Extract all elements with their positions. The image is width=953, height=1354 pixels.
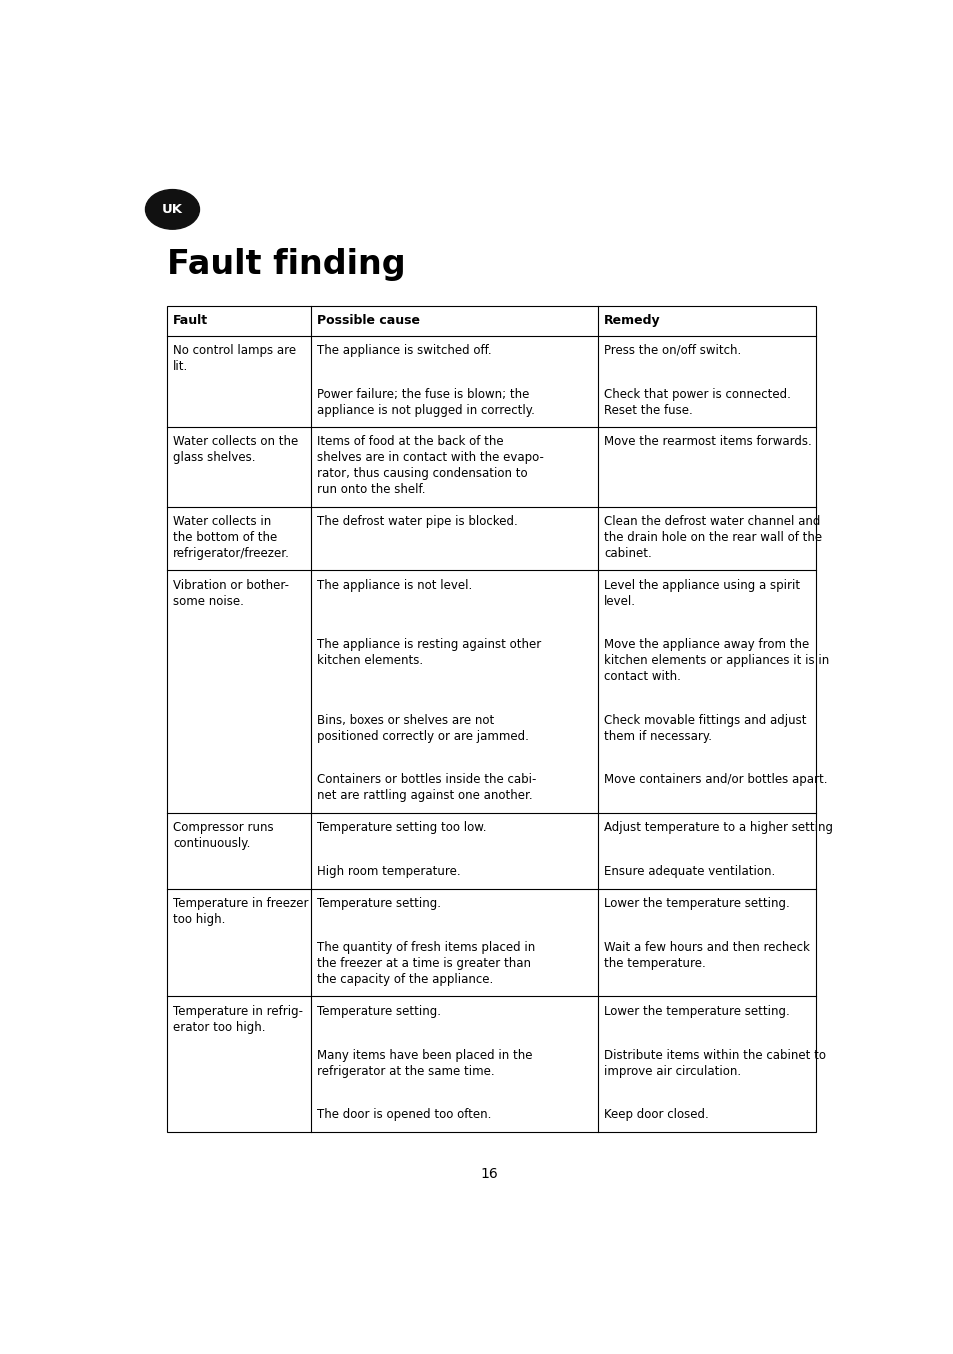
- Text: Containers or bottles inside the cabi-
net are rattling against one another.: Containers or bottles inside the cabi- n…: [317, 773, 537, 803]
- Text: Compressor runs
continuously.: Compressor runs continuously.: [173, 821, 274, 850]
- Text: Clean the defrost water channel and
the drain hole on the rear wall of the
cabin: Clean the defrost water channel and the …: [603, 515, 821, 561]
- Text: Adjust temperature to a higher setting: Adjust temperature to a higher setting: [603, 821, 832, 834]
- Text: Press the on/off switch.: Press the on/off switch.: [603, 344, 740, 356]
- Text: Vibration or bother-
some noise.: Vibration or bother- some noise.: [173, 578, 289, 608]
- Text: Items of food at the back of the
shelves are in contact with the evapo-
rator, t: Items of food at the back of the shelves…: [317, 436, 544, 497]
- Ellipse shape: [146, 190, 199, 229]
- Text: Move the appliance away from the
kitchen elements or appliances it is in
contact: Move the appliance away from the kitchen…: [603, 638, 829, 684]
- Text: High room temperature.: High room temperature.: [317, 865, 460, 877]
- Text: Ensure adequate ventilation.: Ensure adequate ventilation.: [603, 865, 775, 877]
- Text: Fault: Fault: [173, 314, 208, 328]
- Text: Fault finding: Fault finding: [167, 248, 406, 282]
- Text: Distribute items within the cabinet to
improve air circulation.: Distribute items within the cabinet to i…: [603, 1048, 825, 1078]
- Text: Water collects in
the bottom of the
refrigerator/freezer.: Water collects in the bottom of the refr…: [173, 515, 290, 561]
- Text: Temperature setting.: Temperature setting.: [317, 898, 441, 910]
- Text: Remedy: Remedy: [603, 314, 660, 328]
- Text: Check movable fittings and adjust
them if necessary.: Check movable fittings and adjust them i…: [603, 714, 806, 742]
- Text: Lower the temperature setting.: Lower the temperature setting.: [603, 898, 789, 910]
- Text: Many items have been placed in the
refrigerator at the same time.: Many items have been placed in the refri…: [317, 1048, 533, 1078]
- Text: Temperature setting too low.: Temperature setting too low.: [317, 821, 486, 834]
- Text: Move containers and/or bottles apart.: Move containers and/or bottles apart.: [603, 773, 827, 787]
- Text: The appliance is not level.: The appliance is not level.: [317, 578, 472, 592]
- Text: Lower the temperature setting.: Lower the temperature setting.: [603, 1005, 789, 1018]
- Text: Water collects on the
glass shelves.: Water collects on the glass shelves.: [173, 436, 298, 464]
- Text: Move the rearmost items forwards.: Move the rearmost items forwards.: [603, 436, 811, 448]
- Text: No control lamps are
lit.: No control lamps are lit.: [173, 344, 296, 372]
- Text: UK: UK: [162, 203, 183, 215]
- Text: Keep door closed.: Keep door closed.: [603, 1108, 708, 1121]
- Text: The defrost water pipe is blocked.: The defrost water pipe is blocked.: [317, 515, 517, 528]
- Text: Temperature in freezer
too high.: Temperature in freezer too high.: [173, 898, 309, 926]
- Text: 16: 16: [479, 1167, 497, 1181]
- Text: The appliance is switched off.: The appliance is switched off.: [317, 344, 492, 356]
- Text: The quantity of fresh items placed in
the freezer at a time is greater than
the : The quantity of fresh items placed in th…: [317, 941, 535, 986]
- Text: Wait a few hours and then recheck
the temperature.: Wait a few hours and then recheck the te…: [603, 941, 809, 969]
- Text: The appliance is resting against other
kitchen elements.: The appliance is resting against other k…: [317, 638, 541, 668]
- Bar: [167, 306, 815, 1132]
- Text: Possible cause: Possible cause: [317, 314, 420, 328]
- Text: Temperature in refrig-
erator too high.: Temperature in refrig- erator too high.: [173, 1005, 303, 1033]
- Text: Check that power is connected.
Reset the fuse.: Check that power is connected. Reset the…: [603, 387, 790, 417]
- Text: Level the appliance using a spirit
level.: Level the appliance using a spirit level…: [603, 578, 800, 608]
- Text: Power failure; the fuse is blown; the
appliance is not plugged in correctly.: Power failure; the fuse is blown; the ap…: [317, 387, 535, 417]
- Text: The door is opened too often.: The door is opened too often.: [317, 1108, 491, 1121]
- Text: Temperature setting.: Temperature setting.: [317, 1005, 441, 1018]
- Text: Bins, boxes or shelves are not
positioned correctly or are jammed.: Bins, boxes or shelves are not positione…: [317, 714, 529, 742]
